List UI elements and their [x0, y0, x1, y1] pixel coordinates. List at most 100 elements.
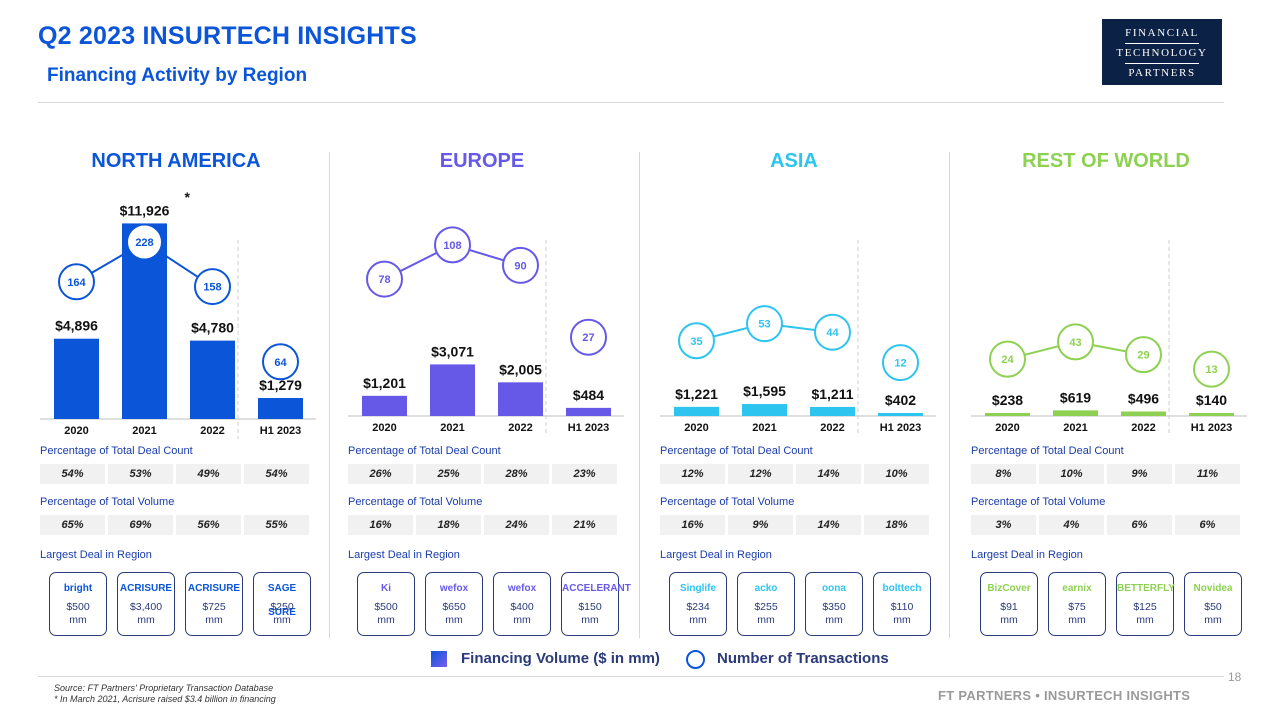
volume-label: $238	[992, 392, 1023, 408]
deal-count-pct: 26%	[348, 464, 413, 484]
largest-deal-card: BETTERFLY $125 mm	[1116, 572, 1175, 636]
transactions-label: 108	[443, 240, 461, 252]
category-label: 2020	[64, 425, 88, 437]
volume-label: $1,279	[259, 377, 302, 393]
transactions-label: 164	[67, 277, 86, 289]
category-label: 2021	[1063, 422, 1087, 434]
deal-count-heading: Percentage of Total Deal Count	[660, 445, 813, 457]
category-label: 2020	[684, 422, 708, 434]
volume-pct: 56%	[176, 515, 241, 535]
category-label: 2022	[200, 425, 224, 437]
volume-bar	[362, 395, 407, 416]
largest-deal-card: ACRISURE $725 mm	[185, 572, 243, 636]
deal-unit: mm	[377, 614, 395, 626]
header-divider	[38, 102, 1224, 103]
volume-bar	[810, 406, 855, 416]
transactions-legend-label: Number of Transactions	[717, 650, 889, 667]
deal-company-logo: SAGE SURE	[267, 583, 297, 618]
largest-deal-card: Ki $500 mm	[357, 572, 415, 636]
deal-count-pct: 9%	[1107, 464, 1172, 484]
deal-company-logo: BizCover	[987, 583, 1031, 594]
deal-amount: $3,400	[129, 601, 163, 613]
transactions-marker	[502, 246, 539, 284]
footnote-marker: *	[185, 189, 191, 205]
deal-company-logo: acko	[754, 583, 778, 594]
volume-pct: 69%	[108, 515, 173, 535]
transactions-marker	[989, 340, 1026, 378]
deal-count-heading: Percentage of Total Deal Count	[40, 445, 193, 457]
category-label: 2021	[752, 422, 776, 434]
volume-bar	[1121, 411, 1166, 416]
deal-count-pct: 14%	[796, 464, 861, 484]
deal-unit: mm	[893, 614, 911, 626]
deal-count-heading: Percentage of Total Deal Count	[971, 445, 1124, 457]
volume-bar	[190, 340, 235, 419]
deal-amount: $75	[1068, 601, 1086, 613]
largest-deal-card: oona $350 mm	[805, 572, 863, 636]
volume-legend-swatch	[431, 651, 447, 667]
volume-pct: 55%	[244, 515, 309, 535]
deal-unit: mm	[1068, 614, 1086, 626]
volume-heading: Percentage of Total Volume	[348, 496, 483, 508]
transactions-marker	[678, 322, 715, 360]
volume-heading: Percentage of Total Volume	[660, 496, 795, 508]
transactions-label: 158	[203, 282, 221, 294]
deal-company-logo: BETTERFLY	[1117, 583, 1175, 594]
transactions-marker	[58, 263, 95, 301]
deal-amount: $91	[1000, 601, 1018, 613]
largest-deal-card: acko $255 mm	[737, 572, 795, 636]
transactions-marker	[366, 260, 403, 298]
volume-bar	[878, 412, 923, 416]
volume-label: $11,926	[120, 202, 170, 218]
deal-count-pct: 23%	[552, 464, 617, 484]
deal-amount: $150	[578, 601, 602, 613]
deal-company-logo: wefox	[507, 583, 537, 594]
category-label: 2020	[995, 422, 1019, 434]
transactions-label: 12	[894, 358, 906, 370]
footnote-line: * In March 2021, Acrisure raised $3.4 bi…	[54, 694, 276, 704]
transactions-label: 78	[378, 274, 390, 286]
deal-unit: mm	[757, 614, 775, 626]
category-label: H1 2023	[260, 425, 302, 437]
volume-bar	[674, 406, 719, 416]
deal-count-pct: 10%	[1039, 464, 1104, 484]
deal-unit: mm	[273, 614, 291, 626]
region-title: EUROPE	[439, 150, 525, 172]
volume-pct: 16%	[660, 515, 725, 535]
page-subtitle: Financing Activity by Region	[47, 65, 308, 86]
largest-deal-heading: Largest Deal in Region	[660, 549, 772, 561]
category-label: H1 2023	[568, 422, 610, 434]
volume-label: $3,071	[431, 343, 474, 359]
transactions-marker	[1125, 336, 1162, 374]
deal-count-pct: 12%	[660, 464, 725, 484]
largest-deal-heading: Largest Deal in Region	[348, 549, 460, 561]
category-label: 2022	[508, 422, 532, 434]
transactions-marker	[746, 305, 783, 343]
deal-unit: mm	[137, 614, 155, 626]
volume-bar	[498, 382, 543, 416]
volume-pct: 14%	[796, 515, 861, 535]
deal-count-pct: 49%	[176, 464, 241, 484]
transactions-label: 43	[1069, 337, 1081, 349]
largest-deal-card: ACRISURE $3,400 mm	[117, 572, 175, 636]
column-divider	[639, 152, 640, 638]
deal-company-logo: Novidea	[1193, 583, 1233, 594]
logo-line: PARTNERS	[1128, 67, 1196, 79]
volume-label: $402	[885, 392, 916, 408]
category-label: 2021	[440, 422, 464, 434]
category-label: H1 2023	[880, 422, 922, 434]
volume-label: $140	[1196, 392, 1227, 408]
deal-company-logo: bolttech	[882, 583, 922, 594]
deal-unit: mm	[1000, 614, 1018, 626]
volume-bar	[258, 398, 303, 419]
deal-amount: $255	[754, 601, 778, 613]
deal-unit: mm	[513, 614, 531, 626]
volume-bar	[54, 338, 99, 419]
transactions-label: 44	[826, 327, 839, 339]
deal-unit: mm	[1204, 614, 1222, 626]
deal-company-logo: wefox	[439, 583, 469, 594]
ftp-logo: FINANCIAL TECHNOLOGY PARTNERS	[1102, 19, 1222, 85]
volume-pct: 18%	[416, 515, 481, 535]
deal-company-logo: bright	[63, 583, 93, 594]
